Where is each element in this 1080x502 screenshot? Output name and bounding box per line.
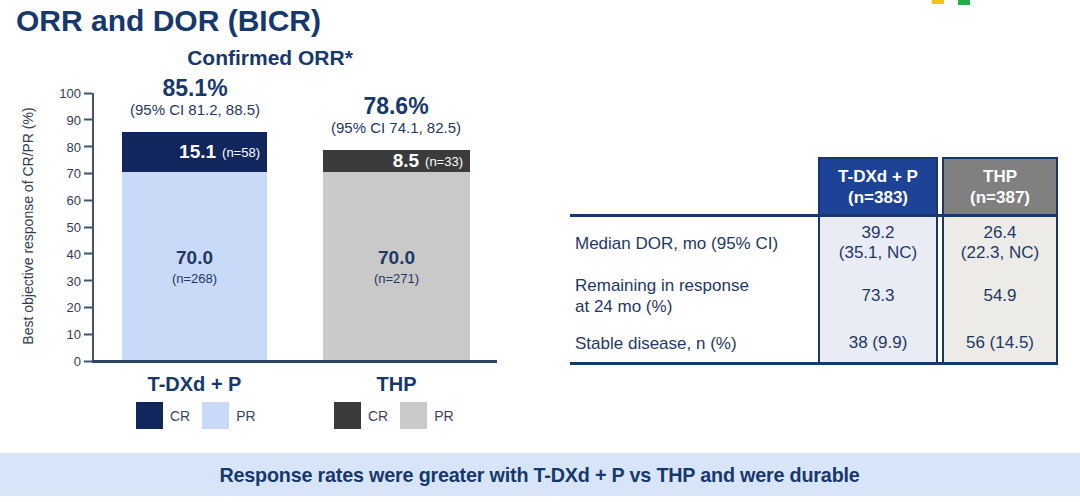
bar-segment-pr-thp: 70.0 (n=271) bbox=[323, 172, 470, 360]
dor-table: T-DXd + P (n=383) THP (n=387) Median DOR… bbox=[570, 157, 1058, 364]
y-tick: 10 bbox=[47, 327, 92, 342]
table-top-rule bbox=[570, 214, 1058, 217]
takeaway-banner: Response rates were greater with T-DXd +… bbox=[0, 453, 1080, 496]
table-cell: 73.3 bbox=[818, 270, 938, 322]
table-cell: 54.9 bbox=[942, 270, 1058, 322]
logo-fragment-green-icon bbox=[958, 0, 970, 5]
y-axis-label: Best objective response of CR/PR (%) bbox=[20, 76, 36, 376]
table-row-label: Stable disease, n (%) bbox=[570, 322, 814, 364]
legend-swatch-cr-darkgray bbox=[334, 402, 361, 429]
stacked-bar-tdxd: 15.1 (n=58) 70.0 (n=268) bbox=[122, 93, 267, 360]
y-tick: 40 bbox=[47, 246, 92, 261]
y-tick: 30 bbox=[47, 273, 92, 288]
y-tick: 60 bbox=[47, 193, 92, 208]
x-axis-line bbox=[92, 360, 497, 363]
table-row-label: Median DOR, mo (95% CI) bbox=[570, 216, 814, 270]
y-tick: 20 bbox=[47, 300, 92, 315]
table-row-label: Remaining in response at 24 mo (%) bbox=[570, 270, 814, 322]
bar-segment-pr-tdxd: 70.0 (n=268) bbox=[122, 172, 267, 360]
legend-tdxd: CR PR bbox=[136, 402, 268, 429]
legend-label-pr: PR bbox=[236, 408, 255, 424]
legend-swatch-pr-lightblue bbox=[202, 402, 229, 429]
y-tick: 100 bbox=[47, 86, 92, 101]
table-cell: 38 (9.9) bbox=[818, 322, 938, 364]
category-label-thp: THP bbox=[323, 373, 470, 396]
legend-swatch-cr-blue bbox=[136, 402, 163, 429]
table-corner-empty bbox=[570, 157, 814, 216]
table-cell: 39.2 (35.1, NC) bbox=[818, 216, 938, 270]
bar-segment-cr-tdxd: 15.1 (n=58) bbox=[122, 132, 267, 172]
logo-fragment-yellow-icon bbox=[932, 0, 944, 4]
y-tick: 90 bbox=[47, 112, 92, 127]
y-tick: 70 bbox=[47, 166, 92, 181]
page-title: ORR and DOR (BICR) bbox=[16, 4, 321, 38]
bar-segment-cr-thp: 8.5 (n=33) bbox=[323, 150, 470, 173]
legend-swatch-pr-gray bbox=[400, 402, 427, 429]
table-cell: 26.4 (22.3, NC) bbox=[942, 216, 1058, 270]
stacked-bar-thp: 8.5 (n=33) 70.0 (n=271) bbox=[323, 93, 470, 360]
table-header-tdxd: T-DXd + P (n=383) bbox=[818, 157, 938, 216]
table-cell: 56 (14.5) bbox=[942, 322, 1058, 364]
legend-label-cr: CR bbox=[368, 408, 388, 424]
y-axis: 100 90 80 70 60 50 40 30 20 10 0 bbox=[40, 93, 92, 361]
chart-title: Confirmed ORR* bbox=[120, 46, 420, 70]
slide: ORR and DOR (BICR) Confirmed ORR* Best o… bbox=[0, 0, 1080, 502]
table-header-thp: THP (n=387) bbox=[942, 157, 1058, 216]
y-tick: 80 bbox=[47, 139, 92, 154]
takeaway-text: Response rates were greater with T-DXd +… bbox=[220, 463, 860, 487]
legend-label-pr: PR bbox=[434, 408, 453, 424]
y-tick: 0 bbox=[47, 354, 92, 369]
y-tick: 50 bbox=[47, 220, 92, 235]
table-bottom-rule bbox=[570, 362, 1058, 365]
y-axis-line bbox=[92, 93, 94, 362]
category-label-tdxd: T-DXd + P bbox=[122, 373, 267, 396]
legend-thp: CR PR bbox=[334, 402, 466, 429]
legend-label-cr: CR bbox=[170, 408, 190, 424]
